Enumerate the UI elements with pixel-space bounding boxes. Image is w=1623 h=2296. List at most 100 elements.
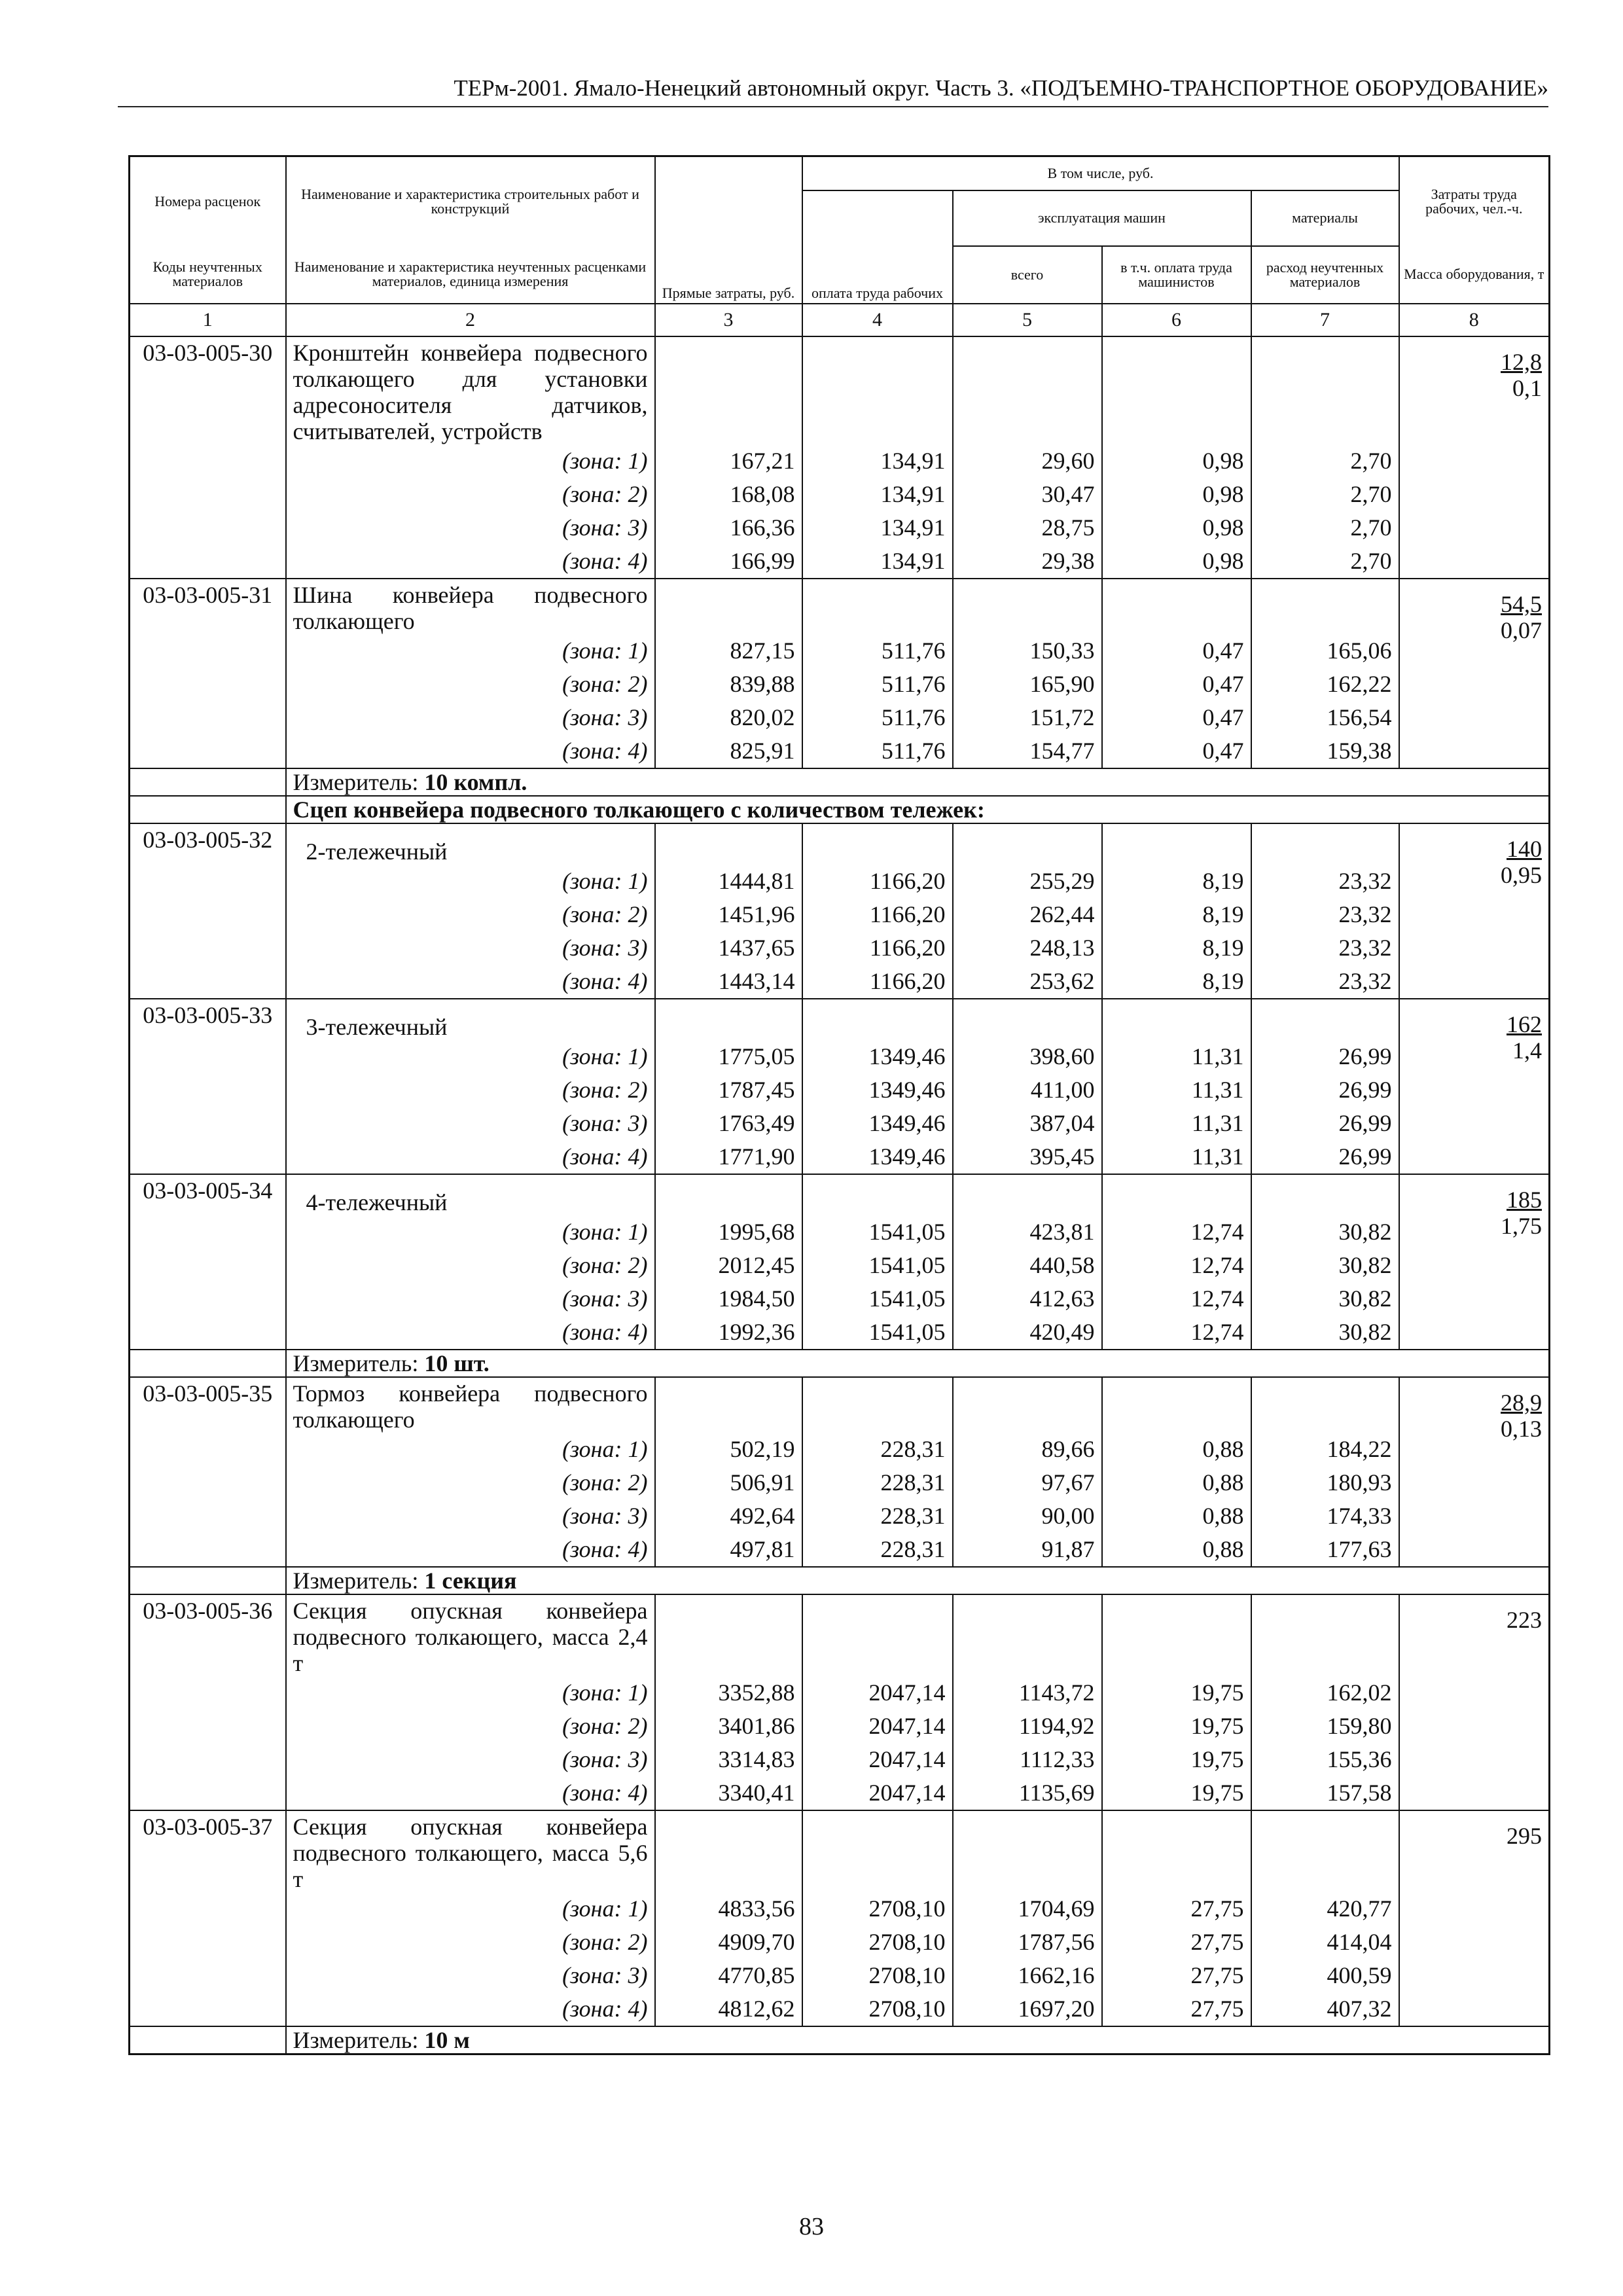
empty-cell xyxy=(952,997,1103,1040)
zone-value: 414,04 xyxy=(1250,1925,1400,1959)
empty-cell xyxy=(801,822,954,865)
empty-cell xyxy=(128,1348,287,1378)
zone-row: (зона: 1) 502,19 228,31 89,66 0,88 184,22 xyxy=(130,1432,1550,1466)
empty-cell xyxy=(1250,1376,1400,1433)
price-table: Номера расценок Наименование и характери… xyxy=(128,155,1551,2055)
zone-row: (зона: 4) 825,91 511,76 154,77 0,47 159,38 xyxy=(130,734,1550,769)
head-row: Коды неучтенных материалов Наименование … xyxy=(128,245,1550,304)
zone-value: 440,58 xyxy=(952,1248,1103,1282)
column-number: 1 xyxy=(128,302,287,337)
zone-value: 820,02 xyxy=(654,700,803,734)
empty-cell xyxy=(654,335,803,444)
zone-value: 502,19 xyxy=(654,1432,803,1466)
measure-row: Измеритель: 10 компл. xyxy=(128,767,1550,797)
zone-row: (зона: 2) 839,88 511,76 165,90 0,47 162,22 xyxy=(130,667,1550,701)
zone-value: 150,33 xyxy=(952,634,1103,668)
empty-cell xyxy=(801,1376,954,1433)
zone-value: 23,32 xyxy=(1250,897,1400,931)
labor-value: 162 xyxy=(1507,1011,1543,1037)
zone-row: (зона: 2) 168,08 134,91 30,47 0,98 2,70 xyxy=(130,477,1550,511)
column-number: 3 xyxy=(654,302,803,337)
zone-row: (зона: 3) 1437,65 1166,20 248,13 8,19 23,32 xyxy=(130,931,1550,965)
head-cell: всего xyxy=(952,245,1103,304)
labor-fraction: 162 1,4 xyxy=(1507,1011,1542,1064)
labor-value: 140 xyxy=(1507,835,1543,862)
zone-value: 166,36 xyxy=(654,511,803,545)
zone-value: 19,75 xyxy=(1101,1776,1252,1811)
measure-cell: Измеритель: 10 шт. xyxy=(285,1348,1550,1378)
empty-cell xyxy=(1250,335,1400,444)
zone-value: 134,91 xyxy=(801,444,954,478)
head-cell: оплата труда рабочих xyxy=(801,189,954,304)
zone-value: 255,29 xyxy=(952,864,1103,898)
zone-value: 26,99 xyxy=(1250,1073,1400,1107)
zone-value: 30,82 xyxy=(1250,1315,1400,1350)
zone-value: 228,31 xyxy=(801,1465,954,1499)
zone-value: 154,77 xyxy=(952,734,1103,769)
zone-value: 1992,36 xyxy=(654,1315,803,1350)
labor-fraction: 295 xyxy=(1507,1823,1542,1849)
zone-value: 12,74 xyxy=(1101,1282,1252,1316)
zone-value: 168,08 xyxy=(654,477,803,511)
zone-value: 262,44 xyxy=(952,897,1103,931)
empty-cell xyxy=(654,1376,803,1433)
measure-value: 10 компл. xyxy=(424,768,527,795)
zone-value: 1995,68 xyxy=(654,1215,803,1249)
head-cell: Затраты труда рабочих, чел.-ч. xyxy=(1398,155,1550,246)
zone-value: 0,47 xyxy=(1101,700,1252,734)
zone-row: (зона: 4) 166,99 134,91 29,38 0,98 2,70 xyxy=(130,544,1550,579)
zone-value: 398,60 xyxy=(952,1039,1103,1073)
zone-value: 159,38 xyxy=(1250,734,1400,769)
head-cell: Наименование и характеристика строительн… xyxy=(285,155,656,246)
empty-cell xyxy=(1101,577,1252,634)
zone-label: (зона: 3) xyxy=(285,931,656,965)
zone-value: 1194,92 xyxy=(952,1709,1103,1743)
zone-value: 184,22 xyxy=(1250,1432,1400,1466)
zone-value: 2047,14 xyxy=(801,1709,954,1743)
labor-fraction: 185 1,75 xyxy=(1501,1187,1542,1239)
entry-name-row: 03-03-005-33 3-тележечный 162 1,4 xyxy=(128,997,1550,1174)
zone-value: 167,21 xyxy=(654,444,803,478)
zone-value: 165,06 xyxy=(1250,634,1400,668)
zone-value: 91,87 xyxy=(952,1532,1103,1568)
zone-row: (зона: 3) 1984,50 1541,05 412,63 12,74 30,82 xyxy=(130,1282,1550,1316)
zone-row: (зона: 4) 497,81 228,31 91,87 0,88 177,63 xyxy=(130,1532,1550,1568)
zone-value: 2,70 xyxy=(1250,477,1400,511)
zone-value: 1135,69 xyxy=(952,1776,1103,1811)
zone-value: 1166,20 xyxy=(801,931,954,965)
zone-value: 0,88 xyxy=(1101,1432,1252,1466)
zone-value: 2047,14 xyxy=(801,1676,954,1710)
zone-value: 134,91 xyxy=(801,544,954,579)
zone-row: (зона: 3) 166,36 134,91 28,75 0,98 2,70 xyxy=(130,511,1550,545)
zone-value: 825,91 xyxy=(654,734,803,769)
measure-row: Измеритель: 10 м xyxy=(128,2025,1550,2054)
zone-value: 1166,20 xyxy=(801,964,954,999)
empty-cell xyxy=(1101,1376,1252,1433)
zone-value: 3352,88 xyxy=(654,1676,803,1710)
head-row: оплата труда рабочих эксплуатация машин … xyxy=(130,189,1550,304)
zone-row: (зона: 4) 4812,62 2708,10 1697,20 27,75 407,3… xyxy=(130,1992,1550,2027)
entry-name: Шина конвейера подвесного толкающего xyxy=(285,577,656,634)
zone-value: 3314,83 xyxy=(654,1742,803,1776)
empty-cell xyxy=(952,822,1103,865)
zone-value: 423,81 xyxy=(952,1215,1103,1249)
zone-label: (зона: 3) xyxy=(285,1742,656,1776)
zone-value: 1166,20 xyxy=(801,864,954,898)
empty-cell xyxy=(801,997,954,1040)
zone-value: 180,93 xyxy=(1250,1465,1400,1499)
zone-value: 29,38 xyxy=(952,544,1103,579)
entry-name: Кронштейн конвейера подвесного толкающег… xyxy=(285,335,656,444)
zone-value: 1662,16 xyxy=(952,1958,1103,1992)
entry-name: Секция опускная конвейера подвесного тол… xyxy=(285,1593,656,1676)
empty-cell xyxy=(128,795,287,824)
labor-cell: 162 1,4 xyxy=(1398,997,1550,1174)
mass-value: 0,13 xyxy=(1501,1415,1543,1442)
zone-label: (зона: 1) xyxy=(285,1432,656,1466)
zone-value: 162,22 xyxy=(1250,667,1400,701)
empty-cell xyxy=(654,1809,803,1892)
zone-value: 89,66 xyxy=(952,1432,1103,1466)
measure-label: Измеритель: xyxy=(293,1567,419,1594)
zone-value: 155,36 xyxy=(1250,1742,1400,1776)
